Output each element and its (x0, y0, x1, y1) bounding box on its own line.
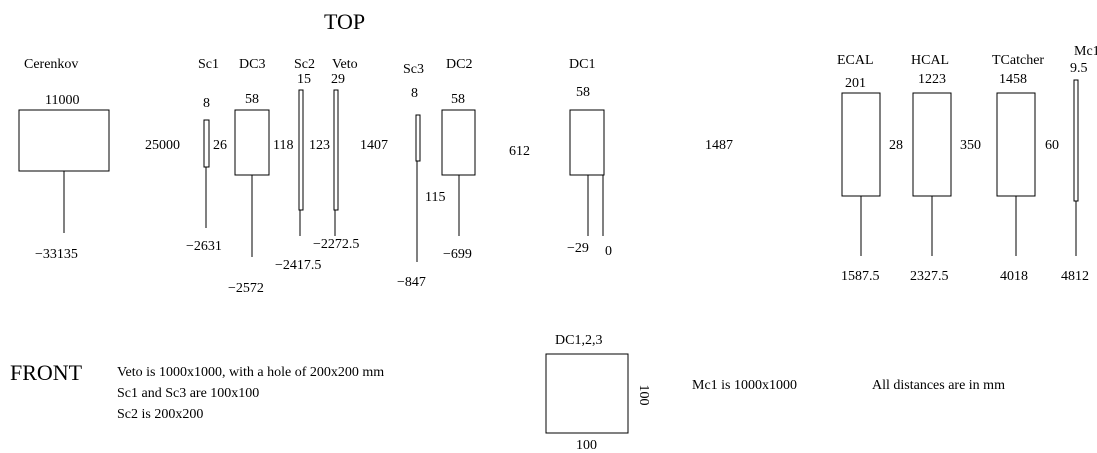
top-view-title: TOP (324, 9, 365, 34)
ecal-box (841, 92, 881, 197)
sc3-label: Sc3 (403, 62, 424, 77)
cerenkov-size: 11000 (45, 93, 79, 108)
mc1-front-note: Mc1 is 1000x1000 (692, 378, 797, 393)
dc-front-height: 100 (636, 385, 651, 406)
veto-size: 29 (331, 72, 345, 87)
veto-position: −2272.5 (313, 237, 359, 252)
hcal-detector: HCAL 1223 350 2327.5 (910, 53, 981, 284)
sc3-size: 8 (411, 86, 418, 101)
sc2-position: −2417.5 (275, 258, 321, 273)
dc-front-width: 100 (576, 438, 597, 453)
dc3-label: DC3 (239, 57, 265, 72)
tcatcher-size: 1458 (999, 72, 1027, 87)
sc2-detector: Sc2 15 −2417.5 (275, 57, 321, 273)
cerenkov-position: −33135 (35, 247, 78, 262)
gap-dc2-dc1: 612 (509, 144, 530, 159)
dc1-position-b: 0 (605, 244, 612, 259)
hcal-box (912, 92, 952, 197)
hcal-label: HCAL (911, 53, 949, 68)
dc-front-label: DC1,2,3 (555, 333, 602, 348)
sc1-position: −2631 (186, 239, 222, 254)
units-note: All distances are in mm (872, 378, 1005, 393)
front-note-sc1-sc3: Sc1 and Sc3 are 100x100 (117, 386, 259, 401)
cerenkov-box (18, 109, 110, 172)
tcatcher-position: 4018 (1000, 269, 1028, 284)
dc3-box (234, 109, 270, 176)
dc2-position: −699 (443, 247, 472, 262)
dc3-height: 118 (273, 138, 293, 153)
mc1-size: 9.5 (1070, 61, 1088, 76)
dc1-box (569, 109, 605, 176)
tcatcher-label: TCatcher (992, 53, 1044, 68)
veto-box (333, 89, 339, 211)
cerenkov-detector: Cerenkov 11000 −33135 (18, 57, 110, 262)
dc3-position: −2572 (228, 281, 264, 296)
dc1-label: DC1 (569, 57, 595, 72)
dc3-detector: DC3 58 118 −2572 (228, 57, 293, 296)
cerenkov-label: Cerenkov (24, 57, 78, 72)
dc2-size: 58 (451, 92, 465, 107)
tcatcher-detector: TCatcher 1458 60 4018 (992, 53, 1059, 284)
sc2-label: Sc2 (294, 57, 315, 72)
veto-detector: Veto 29 123 −2272.5 (309, 57, 359, 252)
sc1-label: Sc1 (198, 57, 219, 72)
front-note-veto: Veto is 1000x1000, with a hole of 200x20… (117, 365, 384, 380)
hcal-height: 350 (960, 138, 981, 153)
sc3-detector: Sc3 8 115 −847 (397, 62, 445, 290)
ecal-detector: ECAL 201 28 1587.5 (837, 53, 903, 284)
ecal-label: ECAL (837, 53, 874, 68)
sc2-size: 15 (297, 72, 311, 87)
sc1-box (203, 119, 210, 168)
dc2-box (441, 109, 476, 176)
front-note-sc2: Sc2 is 200x200 (117, 407, 203, 422)
dc2-detector: DC2 58 −699 (441, 57, 476, 262)
front-view-title: FRONT (10, 360, 83, 385)
ecal-size: 201 (845, 76, 866, 91)
mc1-box (1073, 79, 1079, 202)
dc1-size: 58 (576, 85, 590, 100)
dc-front-view: DC1,2,3 100 100 (545, 333, 651, 453)
mc1-label: Mc1 (1074, 44, 1097, 59)
dc-front-box (545, 353, 629, 434)
veto-height: 123 (309, 138, 330, 153)
gap-cerenkov-sc1: 25000 (145, 138, 180, 153)
sc3-height: 115 (425, 190, 445, 205)
sc3-box (415, 114, 421, 162)
veto-label: Veto (332, 57, 358, 72)
dc1-position-a: −29 (567, 241, 589, 256)
hcal-size: 1223 (918, 72, 946, 87)
dc2-label: DC2 (446, 57, 472, 72)
sc2-box (298, 89, 304, 211)
sc1-detector: Sc1 8 26 −2631 (186, 57, 227, 254)
dc3-size: 58 (245, 92, 259, 107)
gap-dc1-ecal: 1487 (705, 138, 733, 153)
mc1-position: 4812 (1061, 269, 1089, 284)
dc1-detector: DC1 58 −29 0 (567, 57, 612, 259)
mc1-detector: Mc1 9.5 4812 (1061, 44, 1097, 284)
ecal-position: 1587.5 (841, 269, 880, 284)
gap-veto-sc3: 1407 (360, 138, 388, 153)
tcatcher-box (996, 92, 1036, 197)
tcatcher-height: 60 (1045, 138, 1059, 153)
ecal-height: 28 (889, 138, 903, 153)
hcal-position: 2327.5 (910, 269, 949, 284)
sc1-height: 26 (213, 138, 227, 153)
sc1-size: 8 (203, 96, 210, 111)
sc3-position: −847 (397, 275, 426, 290)
